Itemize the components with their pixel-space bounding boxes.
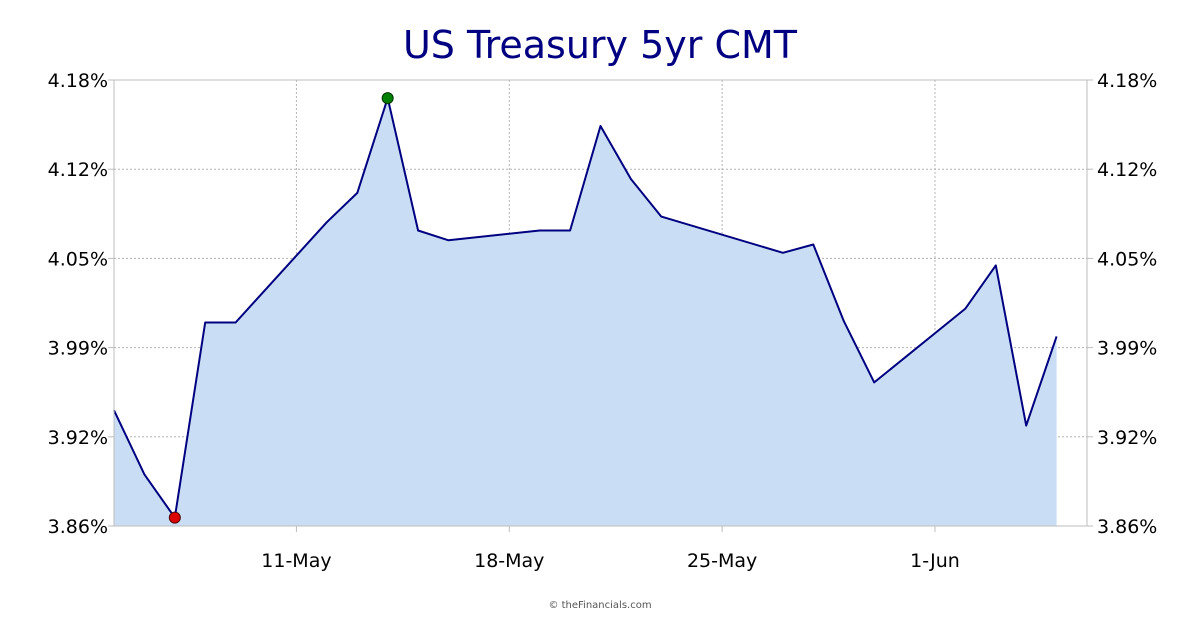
- y-tick-label-right: 3.86%: [1097, 516, 1157, 538]
- x-axis: 11-May 18-May 25-May 1-Jun: [261, 550, 960, 572]
- y-tick-label-left: 4.05%: [48, 248, 108, 270]
- y-tick-label-right: 3.99%: [1097, 338, 1157, 360]
- markers-layer: [168, 92, 394, 524]
- x-tick-label: 1-Jun: [910, 550, 960, 572]
- plot-frame: [113, 79, 1088, 527]
- y-tick-label-right: 4.12%: [1097, 159, 1157, 181]
- y-tick-label-right: 3.92%: [1097, 427, 1157, 449]
- high-point-marker: [381, 92, 394, 105]
- series-line: [113, 97, 1058, 519]
- area-layer: [113, 97, 1058, 526]
- low-point-marker: [168, 511, 181, 524]
- y-axis-right: 3.86% 3.92% 3.99% 4.05% 4.12% 4.18%: [1097, 70, 1157, 538]
- y-tick-label-left: 3.86%: [48, 516, 108, 538]
- y-tick-label-right: 4.18%: [1097, 70, 1157, 92]
- series-area: [114, 98, 1057, 526]
- x-tick-label: 18-May: [474, 550, 544, 572]
- chart-title: US Treasury 5yr CMT: [403, 23, 798, 67]
- y-tick-label-left: 4.18%: [48, 70, 108, 92]
- y-tick-label-left: 3.92%: [48, 427, 108, 449]
- grid-layer: [108, 79, 1093, 532]
- x-tick-label: 11-May: [261, 550, 331, 572]
- y-tick-label-right: 4.05%: [1097, 248, 1157, 270]
- y-tick-label-left: 4.12%: [48, 159, 108, 181]
- y-tick-label-left: 3.99%: [48, 338, 108, 360]
- x-tick-label: 25-May: [687, 550, 757, 572]
- credit-text: © theFinancials.com: [548, 600, 651, 611]
- y-axis-left: 3.86% 3.92% 3.99% 4.05% 4.12% 4.18%: [48, 70, 108, 538]
